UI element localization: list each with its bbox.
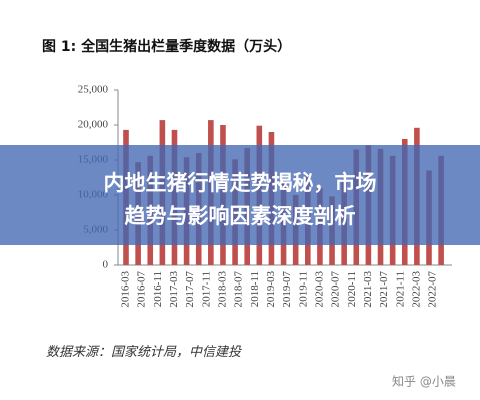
chart-title: 图 1: 全国生猪出栏量季度数据（万头） [42,38,291,55]
x-tick-label: 2022-07 [427,271,439,308]
x-tick-label: 2018-07 [233,271,245,308]
x-tick-label: 2021-07 [378,271,390,308]
banner-line: 内地生猪行情走势揭秘，市场 [104,171,377,195]
banner-line: 趋势与影响因素深度剖析 [125,204,356,228]
source: 数据来源：国家统计局，中信建投 [46,344,242,359]
x-tick-label: 2017-03 [168,271,180,308]
x-tick-label: 2019-11 [297,271,309,307]
watermark: 知乎 @小晨 [392,375,456,389]
x-tick-label: 2020-07 [330,271,342,308]
y-tick-label: 0 [103,259,109,271]
banner-bg [0,145,480,245]
x-tick-label: 2017-11 [200,271,212,307]
x-tick-label: 2018-11 [249,271,261,307]
x-tick-label: 2019-03 [265,271,277,308]
x-tick-label: 2020-11 [346,271,358,307]
x-tick-label: 2017-07 [184,271,196,308]
x-tick-label: 2022-03 [410,271,422,308]
x-tick-label: 2016-07 [136,271,148,308]
x-tick-label: 2016-03 [120,271,132,308]
x-tick-label: 2016-11 [152,271,164,307]
y-tick-label: 20,000 [78,119,109,131]
y-tick-label: 25,000 [78,84,109,96]
x-tick-label: 2018-03 [216,271,228,308]
x-tick-label: 2020-03 [313,271,325,308]
x-tick-label: 2019-07 [281,271,293,308]
x-tick-label: 2021-11 [394,271,406,307]
x-tick-label: 2021-03 [362,271,374,308]
